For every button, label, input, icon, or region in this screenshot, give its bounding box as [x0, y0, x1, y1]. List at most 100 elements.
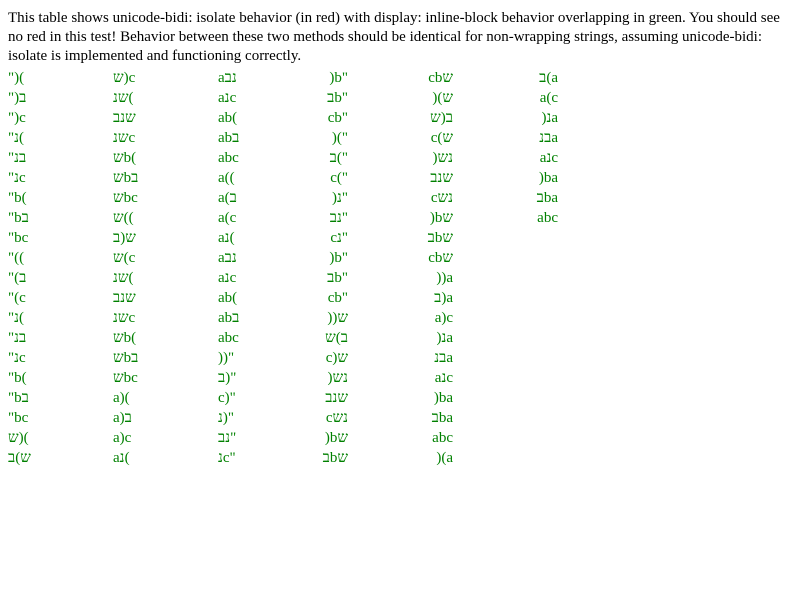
test-cell: cb": [327, 290, 348, 306]
column-3: aנב aנc ab(abב abc a((a(ב a(c aנ(aנב aנc ab(abב a…: [218, 68, 278, 468]
test-cell: )נa: [436, 330, 453, 346]
test-cell: ב(ש: [430, 110, 453, 126]
test-cell: ")c: [8, 110, 26, 126]
test-cell: ב)a: [434, 290, 453, 306]
test-cell: ש((: [113, 210, 134, 226]
test-cell: a(c: [218, 210, 237, 226]
test-cell: cbש: [428, 250, 453, 266]
test-cell: "bב: [8, 390, 29, 406]
test-cell: cנ": [330, 230, 348, 246]
test-cell: a)c: [113, 430, 132, 446]
test-cell: ש(ב: [113, 230, 136, 246]
test-cell: cנש: [430, 190, 453, 206]
test-cell: שנב: [325, 390, 348, 406]
test-cell: c)ש: [325, 350, 348, 366]
test-cell: שb(: [113, 330, 137, 346]
test-cell: נc": [218, 450, 236, 466]
column-4: )b" בb" cb")(" ב(" c(")נ" נב" cנ")b" בb" cb"))ש ב…: [288, 68, 348, 468]
test-cell: abc: [218, 150, 239, 166]
test-cell: ")ב: [8, 90, 27, 106]
test-cell: נ)": [218, 410, 235, 426]
test-cell: "bב: [8, 210, 29, 226]
test-cell: ש)(: [8, 430, 29, 446]
test-cell: ב)ש: [325, 330, 348, 346]
test-cell: ))ש: [327, 310, 348, 326]
test-cell: ))": [218, 350, 235, 366]
test-cell: abc: [537, 210, 558, 226]
test-cell: a(ב: [218, 190, 237, 206]
test-cell: a((: [218, 170, 235, 186]
test-cell: a)ב: [113, 410, 132, 426]
test-cell: ab(: [218, 110, 238, 126]
test-cell: בנa: [539, 130, 558, 146]
test-cell: abב: [218, 310, 240, 326]
column-2: ש)c שנ(שנב שנc שb(שbב שbc ש((ש(ב ש(c שנ(שנב שנc ש…: [113, 68, 173, 468]
test-cell: )(a: [436, 450, 453, 466]
test-cell: ))a: [436, 270, 453, 286]
test-cell: "נ(: [8, 310, 25, 326]
test-cell: )b": [329, 70, 348, 86]
test-cell: )נש: [432, 150, 454, 166]
test-cell: c(ש: [430, 130, 453, 146]
test-cell: ב(a: [539, 70, 558, 86]
test-cell: aנב: [218, 70, 237, 86]
test-cell: "נ(: [8, 130, 25, 146]
column-5: cbש)(ש ב(ש c(ש)נש שנב cנש)bש בbש cbש))a ב)a a)c)…: [393, 68, 453, 468]
test-cell: בbש: [322, 450, 348, 466]
test-cell: "b(: [8, 370, 27, 386]
test-cell: ש)ב: [8, 450, 31, 466]
test-cell: "bc: [8, 410, 29, 426]
test-cell: abב: [218, 130, 240, 146]
test-cell: בba: [431, 410, 453, 426]
test-cell: )נש: [327, 370, 349, 386]
test-cell: aנב: [218, 250, 237, 266]
test-cell: aנ(: [113, 450, 130, 466]
test-cell: שbc: [113, 190, 138, 206]
test-cell: שנ(: [113, 90, 134, 106]
test-cell: cb": [327, 110, 348, 126]
test-cell: ")(: [8, 70, 25, 86]
test-cell: ש(c: [113, 250, 136, 266]
test-cell: נב": [218, 430, 237, 446]
test-cell: "bc: [8, 230, 29, 246]
test-cell: שנב: [113, 290, 136, 306]
test-cell: )ba: [433, 390, 453, 406]
test-cell: cנש: [325, 410, 348, 426]
test-cell: )b": [329, 250, 348, 266]
test-cell: בba: [536, 190, 558, 206]
test-cell: בb": [327, 270, 348, 286]
test-cell: שb(: [113, 150, 137, 166]
test-cell: "בנ: [8, 150, 27, 166]
column-6: ב(a a(c )נa בנa aנc )ba בba abc: [498, 68, 558, 228]
test-cell: ש)c: [113, 70, 136, 86]
test-cell: "(ב: [8, 270, 27, 286]
test-cell: abc: [432, 430, 453, 446]
test-cell: "((: [8, 250, 25, 266]
test-cell: שנ(: [113, 270, 134, 286]
test-cell: שנב: [113, 110, 136, 126]
test-cell: aנc: [539, 150, 558, 166]
test-cell: שנc: [113, 130, 136, 146]
test-cell: )ba: [538, 170, 558, 186]
test-cell: )נa: [541, 110, 558, 126]
test-cell: a(c: [539, 90, 558, 106]
test-cell: בb": [327, 90, 348, 106]
test-cell: c(": [330, 170, 348, 186]
test-cell: aנc: [218, 270, 237, 286]
test-cell: "בנ: [8, 330, 27, 346]
test-cell: c)": [218, 390, 236, 406]
test-cell: aנc: [218, 90, 237, 106]
test-cell: שbב: [113, 170, 139, 186]
test-description: This table shows unicode-bidi: isolate b…: [8, 10, 780, 64]
test-cell: )bש: [324, 430, 348, 446]
test-cell: aנc: [434, 370, 453, 386]
test-cell: )(": [331, 130, 348, 146]
test-cell: "b(: [8, 190, 27, 206]
test-cell: )bש: [429, 210, 453, 226]
test-cell: cbש: [428, 70, 453, 86]
test-cell: ב(": [329, 150, 348, 166]
bidi-test-grid: ")(")ב ")c "נ("בנ "נc "b("bב "bc "(("(ב "(c "נ("…: [8, 68, 792, 488]
test-cell: שנב: [430, 170, 453, 186]
test-cell: "נc: [8, 350, 26, 366]
